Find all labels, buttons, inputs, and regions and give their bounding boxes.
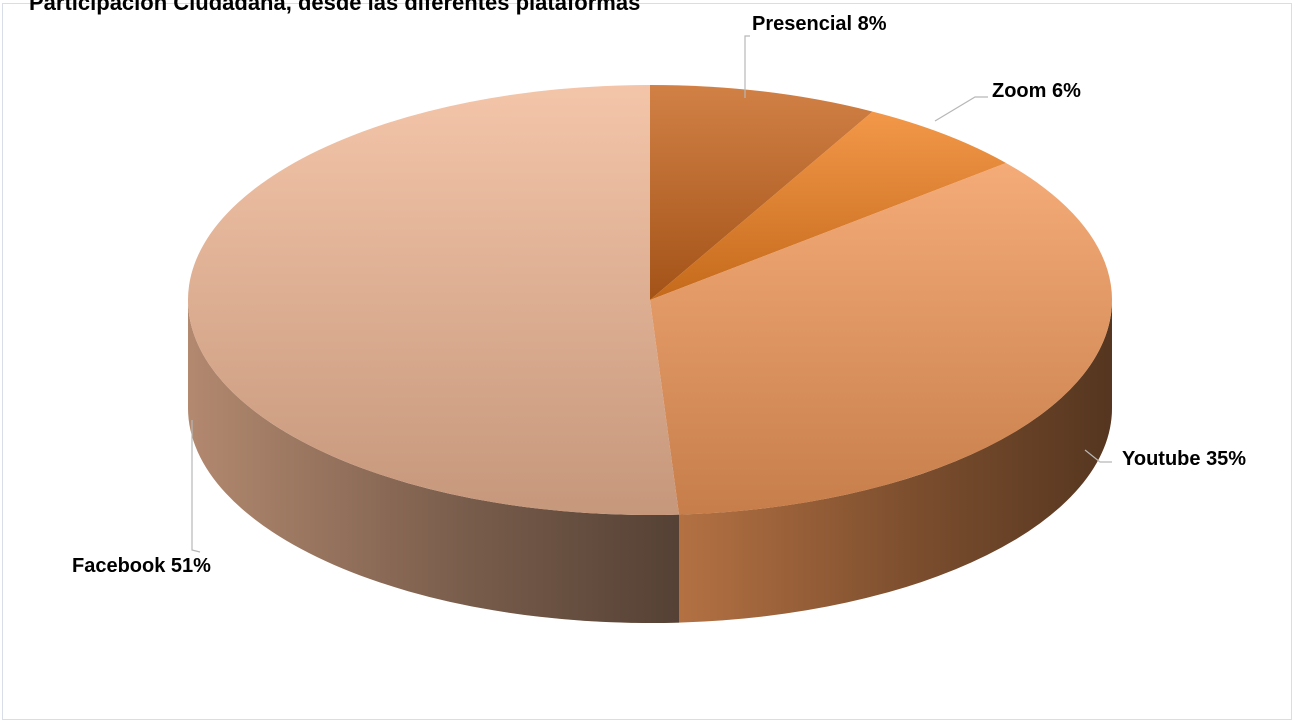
data-label-youtube: Youtube 35% [1122, 448, 1246, 470]
data-label-facebook: Facebook 51% [72, 555, 211, 577]
leader-line-zoom [934, 96, 988, 122]
pie-slice-shade-zoom [650, 111, 1006, 301]
pie-side-shade-youtube [679, 300, 1112, 623]
pie-slice-shade-facebook [188, 85, 680, 515]
data-label-presencial: Presencial 8% [752, 13, 887, 35]
chart-title: Participación Ciudadana, desde las difer… [29, 0, 641, 15]
pie-side-shade-facebook [188, 300, 680, 623]
leader-line-presencial [744, 35, 750, 98]
pie-slice-shade-presencial [650, 85, 873, 300]
data-label-zoom: Zoom 6% [992, 80, 1081, 102]
pie-slice-shade-youtube [650, 162, 1113, 515]
leader-line-youtube [1084, 449, 1112, 463]
leader-line-facebook [191, 420, 201, 553]
